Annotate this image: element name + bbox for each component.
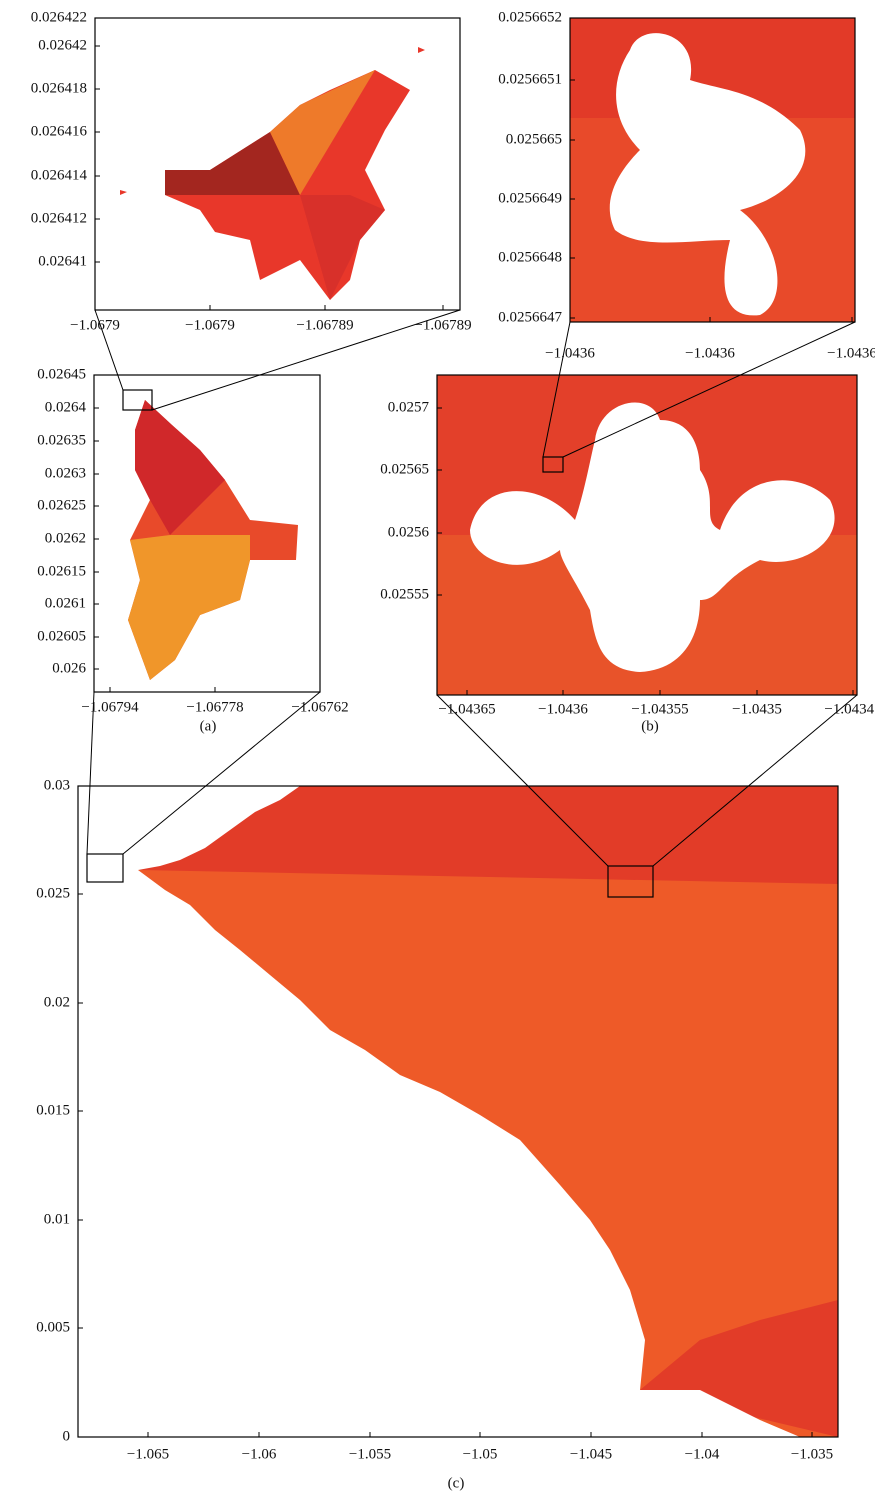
- zoom-box: [542, 456, 564, 473]
- axes-frame: [93, 374, 321, 693]
- x-tick-label: −1.06778: [186, 699, 243, 715]
- panel-caption: (c): [448, 1475, 465, 1491]
- x-tick-label: −1.0679: [70, 317, 120, 333]
- y-tick-label: 0.02635: [37, 432, 86, 448]
- y-tick-label: 0.026416: [31, 123, 88, 139]
- panel-zoom-a-image: [95, 18, 460, 310]
- y-tick-label: 0.015: [36, 1102, 70, 1118]
- y-tick-label: 0.026418: [31, 80, 87, 96]
- y-tick-label: 0.02565: [380, 461, 429, 477]
- axes-frame: [436, 374, 858, 696]
- y-tick-label: 0.02615: [37, 563, 86, 579]
- zoom-box: [86, 853, 124, 883]
- zoom-box: [122, 389, 153, 411]
- y-tick-label: 0.02625: [37, 497, 86, 513]
- y-tick-label: 0.02555: [380, 586, 429, 602]
- x-tick-label: −1.0435: [732, 701, 782, 717]
- x-tick-label: −1.055: [349, 1446, 391, 1462]
- x-tick-label: −1.06: [242, 1446, 277, 1462]
- x-tick-label: −1.04345: [824, 701, 875, 717]
- y-tick-label: 0.02641: [38, 253, 87, 269]
- y-tick-label: 0.0257: [388, 399, 430, 415]
- y-tick-label: 0.02645: [37, 366, 86, 382]
- y-tick-label: 0.026: [52, 660, 86, 676]
- y-tick-label: 0.0256652: [498, 9, 562, 25]
- y-tick-label: 0.0261: [45, 595, 86, 611]
- y-tick-label: 0.0256648: [498, 249, 562, 265]
- y-tick-label: 0.005: [36, 1319, 70, 1335]
- connectors: [86, 309, 858, 867]
- x-tick-label: −1.06789: [414, 317, 471, 333]
- x-tick-label: −1.0436: [538, 701, 588, 717]
- zoom-box: [607, 865, 654, 898]
- y-tick-label: 0.02642: [38, 37, 87, 53]
- x-tick-label: −1.0679: [185, 317, 235, 333]
- x-tick-label: −1.0436: [685, 345, 735, 361]
- y-tick-label: 0.026422: [31, 9, 87, 25]
- panel-caption: (a): [200, 718, 217, 734]
- x-tick-label: −1.04365: [438, 701, 495, 717]
- x-tick-label: −1.06762: [291, 699, 348, 715]
- y-tick-label: 0.02: [44, 994, 70, 1010]
- y-tick-label: 0.0256647: [498, 309, 562, 325]
- panel-b-image: [437, 375, 857, 695]
- panel-zoom-b-image: [570, 18, 855, 322]
- x-tick-label: −1.06789: [296, 317, 353, 333]
- y-tick-label: 0: [63, 1428, 71, 1444]
- y-tick-label: 0.0262: [45, 530, 86, 546]
- y-tick-label: 0.026412: [31, 210, 87, 226]
- y-tick-label: 0.025: [36, 885, 70, 901]
- x-tick-label: −1.065: [127, 1446, 169, 1462]
- y-tick-label: 0.0256649: [498, 190, 562, 206]
- x-tick-label: −1.0436: [827, 345, 875, 361]
- x-tick-label: −1.05: [463, 1446, 498, 1462]
- y-tick-label: 0.0264: [45, 399, 87, 415]
- y-tick-label: 0.0263: [45, 465, 86, 481]
- x-tick-label: −1.035: [791, 1446, 833, 1462]
- y-tick-label: 0.02605: [37, 628, 86, 644]
- y-tick-label: 0.0256: [388, 524, 430, 540]
- y-tick-label: 0.03: [44, 777, 70, 793]
- y-tick-label: 0.025665: [506, 131, 562, 147]
- y-tick-label: 0.01: [44, 1211, 70, 1227]
- x-tick-label: −1.06794: [81, 699, 139, 715]
- x-tick-label: −1.04355: [631, 701, 688, 717]
- panel-c-image: [78, 786, 838, 1437]
- panel-a-image: [94, 375, 320, 692]
- panel-caption: (b): [641, 718, 659, 734]
- x-tick-label: −1.04: [685, 1446, 720, 1462]
- x-tick-label: −1.0436: [545, 345, 595, 361]
- y-tick-label: 0.0256651: [498, 71, 562, 87]
- x-tick-label: −1.045: [570, 1446, 612, 1462]
- axes-frame: [94, 17, 461, 311]
- axes-frame: [569, 17, 856, 323]
- y-tick-label: 0.026414: [31, 167, 88, 183]
